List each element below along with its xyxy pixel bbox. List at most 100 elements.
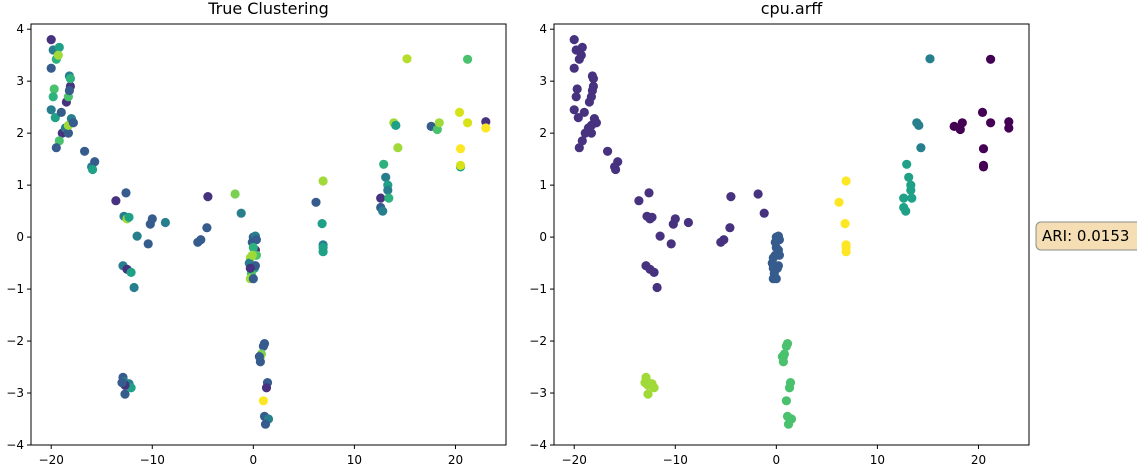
scatter-point [64,85,74,96]
scatter-point [640,378,650,388]
scatter-point [65,74,75,84]
scatter-point [841,247,851,257]
scatter-point [261,383,272,393]
scatter-point [649,267,659,277]
scatter-point [916,143,926,153]
scatter-point [90,157,100,167]
scatter-point [902,159,912,169]
x-tick-label: −10 [663,453,688,467]
scatter-point [203,192,213,202]
scatter-point [393,143,403,153]
scatter-point [318,176,328,186]
y-tick-label: 1 [16,178,24,192]
y-tick-label: 0 [539,230,547,244]
scatter-point [634,196,644,206]
scatter-point [311,197,321,207]
scatter-point [46,105,56,115]
y-tick-label: −3 [6,386,24,400]
y-tick-label: −3 [529,386,547,400]
x-tick-label: 20 [448,453,463,467]
x-tick-label: 20 [971,453,986,467]
y-tick-label: 1 [539,178,547,192]
scatter-point [771,274,781,284]
scatter-point [376,193,386,203]
ari-box [1035,221,1137,251]
scatter-point [49,84,59,94]
scatter-point [670,214,680,224]
scatter-point [986,54,996,64]
scatter-point [588,74,599,84]
scatter-point [576,50,586,60]
scatter-point [978,144,989,154]
scatter-point [481,117,491,127]
x-tick-label: 10 [870,453,885,467]
y-axis-ticks: −4 −3 −2 −1 0 1 2 3 4 [6,22,31,452]
y-tick-label: 4 [539,22,547,36]
scatter-point [904,172,914,182]
scatter-point [147,214,157,224]
scatter-point [644,188,654,198]
y-tick-label: 3 [16,74,24,88]
scatter-point [51,143,61,153]
x-tick-label: 0 [250,453,258,467]
y-tick-label: 3 [539,74,547,88]
scatter-point [569,35,579,45]
scatter-point [925,54,935,64]
scatter-points [569,35,1014,429]
scatter-point [54,42,64,53]
scatter-point [391,120,401,130]
x-tick-label: −10 [140,453,165,467]
scatter-point [572,84,582,94]
scatter-point [716,237,726,247]
scatter-point [901,206,911,216]
scatter-point [643,389,653,399]
scatter-point [260,419,271,429]
ari-label: ARI: 0.0153 [1042,227,1129,245]
scatter-point [778,357,789,367]
scatter-point [603,146,613,156]
y-tick-label: −2 [529,334,547,348]
scatter-point [726,192,736,202]
scatter-point [652,282,662,293]
scatter-point [48,92,58,102]
scatter-point [143,239,153,249]
scatter-point [978,160,989,170]
scatter-point [768,263,778,273]
scatter-point [569,63,579,73]
scatter-point [248,242,258,253]
scatter-point [573,113,583,123]
scatter-point [88,164,98,175]
scatter-point [53,50,63,60]
scatter-point [986,118,996,128]
scatter-point [587,85,598,96]
y-tick-label: −2 [6,334,24,348]
scatter-point [258,396,268,406]
scatter-point [841,176,851,186]
scatter-point [725,223,735,233]
scatter-point [574,143,584,153]
scatter-point [160,217,170,228]
plot-title: True Clustering [207,0,329,18]
scatter-point [571,92,581,102]
x-tick-label: −20 [39,453,64,467]
plot-title: cpu.arff [761,0,824,18]
scatter-point [586,128,597,138]
scatter-point [834,197,844,207]
scatter-point [46,35,56,45]
y-tick-label: −1 [6,282,24,296]
scatter-point [132,231,142,241]
scatter-point [907,193,917,203]
scatter-point [481,123,491,133]
scatter-point [591,118,602,128]
true-clustering-plot: True Clustering −20 −10 0 10 20 −4−3−2−10123… [6,0,507,467]
scatter-point [914,120,924,130]
axes-frame [553,23,1030,446]
scatter-point [770,250,780,260]
scatter-point [402,54,412,64]
scatter-point [683,217,694,228]
scatter-point [258,341,268,351]
scatter-point [655,231,665,241]
x-axis-ticks: −20 −10 0 10 20 [39,445,463,467]
